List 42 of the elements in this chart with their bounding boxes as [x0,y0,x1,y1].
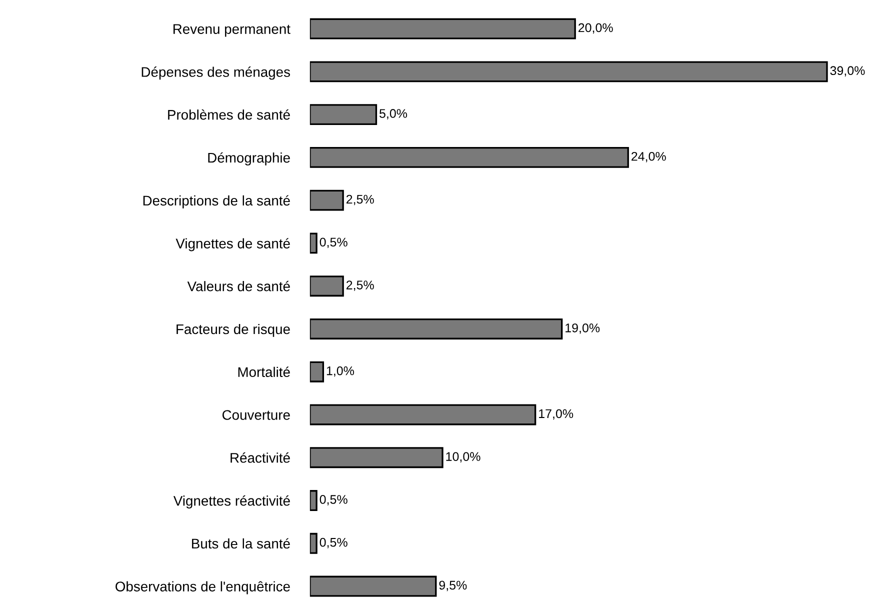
y-tick-label: Buts de la santé [192,538,290,549]
data-label: 20,0% [578,23,613,34]
y-tick-label: Dépenses des ménages [142,66,290,80]
y-tick-label: Mortalité [238,366,290,378]
y-tick-label: Descriptions de la santé [143,195,290,208]
y-tick-label: Observations de l'enquêtrice [116,581,290,594]
y-tick-label: Revenu permanent [174,24,290,37]
data-label: 2,5% [346,194,374,206]
data-label: 17,0% [539,409,574,420]
data-label: 5,0% [380,109,408,120]
data-label: 24,0% [632,152,666,162]
y-tick-label: Valeurs de santé [187,280,290,292]
bar [310,490,318,511]
y-tick-label: Problèmes de santé [168,109,290,120]
bar [310,146,629,168]
bar [310,104,378,126]
bar [310,318,563,340]
data-label: 1,0% [326,366,354,377]
y-tick-label: Réactivité [230,452,290,463]
y-tick-label: Facteurs de risque [176,324,290,337]
data-label: 0,5% [320,495,348,506]
data-label: 10,0% [446,452,480,462]
y-tick-label: Vignettes de santé [176,238,290,252]
data-label: 0,5% [320,238,348,248]
data-label: 0,5% [320,538,348,548]
bar [310,276,344,297]
bar [310,532,318,554]
bar [310,18,576,40]
bar [310,447,444,468]
bar [310,232,318,254]
bar [310,190,344,211]
data-label: 39,0% [830,66,865,77]
bar [310,361,324,382]
bar [310,61,828,82]
y-tick-label: Couverture [222,410,290,420]
y-tick-label: Vignettes réactivité [173,495,290,508]
bar [310,404,536,426]
data-label: 9,5% [439,580,467,592]
y-tick-label: Démographie [208,152,290,166]
bar [310,576,437,597]
data-label: 2,5% [346,280,374,291]
data-label: 19,0% [566,323,600,334]
